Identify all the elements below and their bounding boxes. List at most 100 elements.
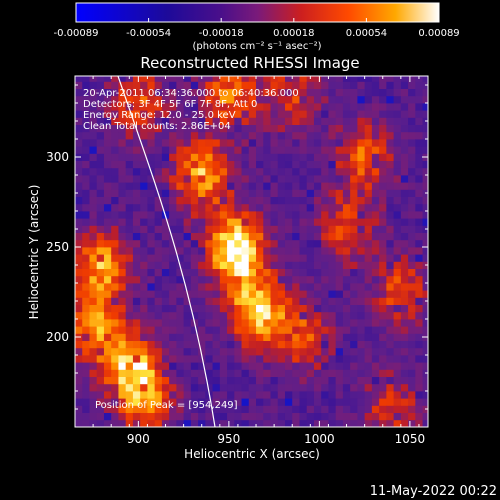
heatmap-cell xyxy=(393,160,402,169)
heatmap-cell xyxy=(140,76,148,82)
heatmap-cell xyxy=(284,167,293,176)
heatmap-cell xyxy=(379,326,387,334)
heatmap-cell xyxy=(357,419,366,427)
heatmap-cell xyxy=(118,369,127,377)
heatmap-cell xyxy=(284,419,293,427)
heatmap-cell xyxy=(96,218,105,226)
heatmap-cell xyxy=(313,153,322,161)
heatmap-cell xyxy=(241,391,250,399)
heatmap-cell xyxy=(140,225,148,233)
heatmap-cell xyxy=(364,254,373,262)
heatmap-cell xyxy=(89,160,98,169)
heatmap-cell xyxy=(386,247,395,255)
heatmap-cell xyxy=(241,304,250,313)
heatmap-cell xyxy=(125,211,134,219)
heatmap-cell xyxy=(364,383,373,392)
heatmap-cell xyxy=(103,311,112,320)
heatmap-cell xyxy=(357,297,366,305)
heatmap-cell xyxy=(371,347,380,356)
heatmap-cell xyxy=(161,117,170,125)
heatmap-cell xyxy=(154,95,163,104)
heatmap-cell xyxy=(256,268,264,277)
heatmap-cell xyxy=(364,275,373,284)
heatmap-cell xyxy=(415,110,423,118)
heatmap-cell xyxy=(140,175,148,183)
heatmap-cell xyxy=(350,211,358,219)
heatmap-cell xyxy=(284,239,293,248)
heatmap-cell xyxy=(198,412,206,421)
heatmap-cell xyxy=(190,261,199,269)
heatmap-cell xyxy=(96,189,105,197)
heatmap-cell xyxy=(306,95,315,104)
heatmap-cell xyxy=(408,103,416,111)
heatmap-cell xyxy=(263,340,271,349)
heatmap-cell xyxy=(227,275,235,284)
heatmap-cell xyxy=(284,196,293,205)
heatmap-cell xyxy=(379,311,387,320)
heatmap-cell xyxy=(89,283,98,291)
heatmap-cell xyxy=(415,297,423,305)
heatmap-cell xyxy=(212,218,221,226)
heatmap-cell xyxy=(132,398,141,406)
heatmap-cell xyxy=(132,203,141,212)
heatmap-cell xyxy=(140,355,148,363)
heatmap-cell xyxy=(342,419,351,427)
heatmap-cell xyxy=(169,376,177,385)
heatmap-cell xyxy=(103,304,112,313)
heatmap-cell xyxy=(227,333,235,341)
heatmap-cell xyxy=(350,160,358,169)
heatmap-cell xyxy=(277,311,286,320)
heatmap-cell xyxy=(277,88,286,97)
heatmap-cell xyxy=(328,319,337,327)
heatmap-cell xyxy=(183,333,192,341)
heatmap-cell xyxy=(147,333,156,341)
heatmap-cell xyxy=(335,239,344,248)
heatmap-cell xyxy=(140,117,148,125)
heatmap-cell xyxy=(205,167,213,176)
heatmap-cell xyxy=(263,297,271,305)
heatmap-cell xyxy=(415,398,423,406)
heatmap-cell xyxy=(284,283,293,291)
heatmap-cell xyxy=(292,319,300,327)
heatmap-cell xyxy=(371,167,380,176)
heatmap-cell xyxy=(299,76,308,82)
heatmap-cell xyxy=(248,369,257,377)
heatmap-cell xyxy=(169,160,177,169)
heatmap-cell xyxy=(227,146,235,154)
heatmap-cell xyxy=(205,124,213,133)
heatmap-cell xyxy=(111,232,119,241)
heatmap-cell xyxy=(422,398,428,406)
heatmap-cell xyxy=(313,369,322,377)
heatmap-cell xyxy=(321,311,329,320)
heatmap-cell xyxy=(147,355,156,363)
heatmap-cell xyxy=(321,304,329,313)
heatmap-cell xyxy=(393,81,402,89)
heatmap-cell xyxy=(357,412,366,421)
heatmap-cell xyxy=(219,275,228,284)
heatmap-cell xyxy=(89,398,98,406)
heatmap-cell xyxy=(125,218,134,226)
heatmap-cell xyxy=(234,88,242,97)
heatmap-cell xyxy=(256,340,264,349)
heatmap-cell xyxy=(256,254,264,262)
heatmap-cell xyxy=(256,275,264,284)
heatmap-cell xyxy=(256,175,264,183)
heatmap-cell xyxy=(386,283,395,291)
heatmap-cell xyxy=(234,196,242,205)
heatmap-cell xyxy=(103,232,112,241)
heatmap-cell xyxy=(103,124,112,133)
heatmap-cell xyxy=(169,347,177,356)
heatmap-cell xyxy=(75,340,83,349)
heatmap-cell xyxy=(154,124,163,133)
heatmap-cell xyxy=(219,333,228,341)
heatmap-cell xyxy=(422,355,428,363)
heatmap-cell xyxy=(183,139,192,147)
heatmap-cell xyxy=(176,110,185,118)
heatmap-cell xyxy=(103,225,112,233)
heatmap-cell xyxy=(408,182,416,190)
heatmap-cell xyxy=(263,369,271,377)
heatmap-cell xyxy=(371,369,380,377)
heatmap-cell xyxy=(321,355,329,363)
heatmap-cell xyxy=(248,203,257,212)
heatmap-cell xyxy=(183,103,192,111)
